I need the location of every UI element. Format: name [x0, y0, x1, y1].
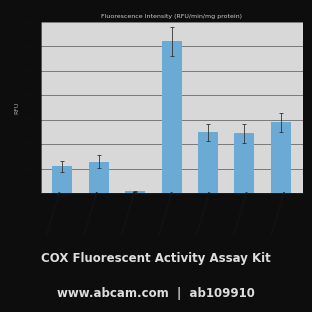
Title: Fluorescence Intensity (RFU/min/mg protein): Fluorescence Intensity (RFU/min/mg prote… [101, 14, 242, 19]
Text: www.abcam.com  |  ab109910: www.abcam.com | ab109910 [57, 287, 255, 300]
Bar [52, 167, 72, 193]
Bar [89, 162, 109, 193]
Text: COX Fluorescent Activity Assay Kit: COX Fluorescent Activity Assay Kit [41, 252, 271, 266]
Bar [271, 122, 291, 193]
Bar [162, 41, 182, 193]
Bar [125, 192, 145, 193]
Bar [234, 134, 254, 193]
Bar [198, 132, 218, 193]
Y-axis label: RFU: RFU [15, 101, 20, 114]
